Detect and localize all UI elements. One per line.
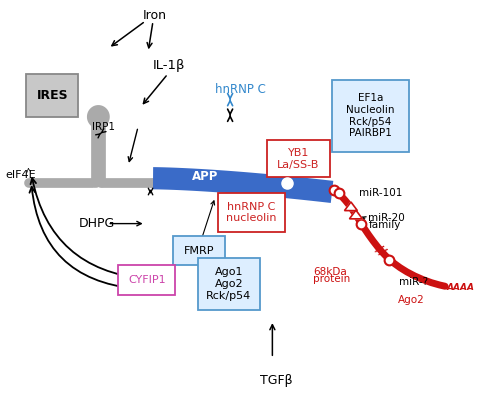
Text: eIF4E: eIF4E: [6, 171, 36, 180]
Text: hnRNP C: hnRNP C: [215, 83, 266, 96]
Text: DHPG: DHPG: [78, 217, 114, 230]
FancyBboxPatch shape: [198, 258, 260, 310]
Text: TGFβ: TGFβ: [260, 374, 292, 387]
Text: 68kDa: 68kDa: [313, 267, 347, 277]
Polygon shape: [350, 210, 362, 219]
Text: Ago1
Ago2
Rck/p54: Ago1 Ago2 Rck/p54: [206, 268, 252, 301]
Text: APP: APP: [192, 170, 218, 183]
Text: YB1
La/SS-B: YB1 La/SS-B: [278, 148, 320, 170]
Text: miR-101: miR-101: [360, 188, 403, 198]
FancyBboxPatch shape: [268, 140, 330, 177]
FancyBboxPatch shape: [26, 74, 78, 117]
Text: IL-1β: IL-1β: [153, 59, 186, 72]
Text: miR-?: miR-?: [399, 277, 428, 287]
Text: family: family: [368, 220, 400, 230]
Text: protein: protein: [313, 274, 350, 284]
Text: AAAA: AAAA: [446, 283, 474, 292]
FancyBboxPatch shape: [173, 236, 225, 266]
Text: Ago2: Ago2: [398, 294, 425, 305]
Text: IRES: IRES: [36, 89, 68, 102]
Polygon shape: [344, 202, 358, 211]
FancyBboxPatch shape: [118, 266, 176, 295]
Text: miR-20: miR-20: [368, 213, 405, 223]
Text: EF1a
Nucleolin
Rck/p54
PAIRBP1: EF1a Nucleolin Rck/p54 PAIRBP1: [346, 93, 395, 138]
FancyBboxPatch shape: [332, 80, 409, 152]
Text: CYFIP1: CYFIP1: [128, 275, 166, 285]
Text: FMRP: FMRP: [184, 246, 214, 256]
FancyBboxPatch shape: [218, 193, 285, 232]
Text: Iron: Iron: [143, 9, 167, 22]
Text: hnRNP C
nucleolin: hnRNP C nucleolin: [226, 202, 276, 223]
Text: //: //: [372, 243, 388, 258]
Text: IRP1: IRP1: [92, 122, 116, 132]
